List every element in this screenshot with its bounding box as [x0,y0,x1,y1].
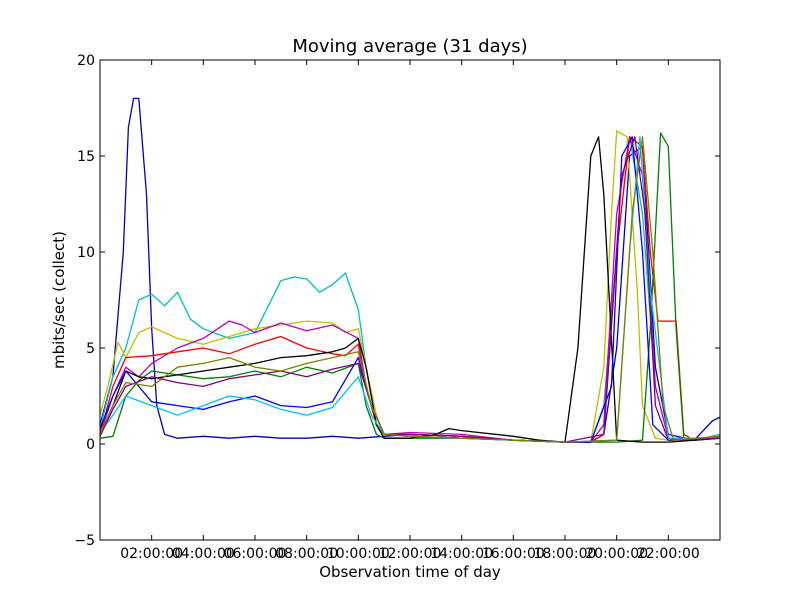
series-line-11 [100,136,720,443]
series-line-6 [100,132,720,443]
x-tick-label-6: 12:00:00 [379,546,442,562]
tick-layer: 02:00:0004:00:0006:00:0008:00:0010:00:00… [74,53,720,562]
y-tick-label-1: −5 [74,533,95,549]
y-tick-label-3: 5 [86,341,95,357]
chart-title: Moving average (31 days) [292,36,527,57]
x-tick-label-2: 04:00:00 [172,546,235,562]
x-tick-label-9: 18:00:00 [534,546,597,562]
y-tick-label-5: 15 [77,149,95,165]
x-tick-label-8: 16:00:00 [482,546,545,562]
series-layer [100,97,720,443]
y-tick-label-4: 10 [77,245,95,261]
y-axis-label: mbits/sec (collect) [50,231,68,369]
series-line-3 [100,130,720,443]
series-line-7 [100,136,720,443]
x-tick-label-3: 06:00:00 [224,546,287,562]
y-tick-label-6: 20 [77,53,95,69]
x-tick-label-11: 22:00:00 [637,546,700,562]
x-tick-label-1: 02:00:00 [120,546,183,562]
x-tick-label-10: 20:00:00 [585,546,648,562]
x-tick-label-4: 08:00:00 [275,546,338,562]
x-tick-label-5: 10:00:00 [327,546,390,562]
y-tick-label-2: 0 [86,437,95,453]
x-axis-label: Observation time of day [319,563,501,581]
plot-frame [99,59,721,541]
x-tick-label-7: 14:00:00 [430,546,493,562]
